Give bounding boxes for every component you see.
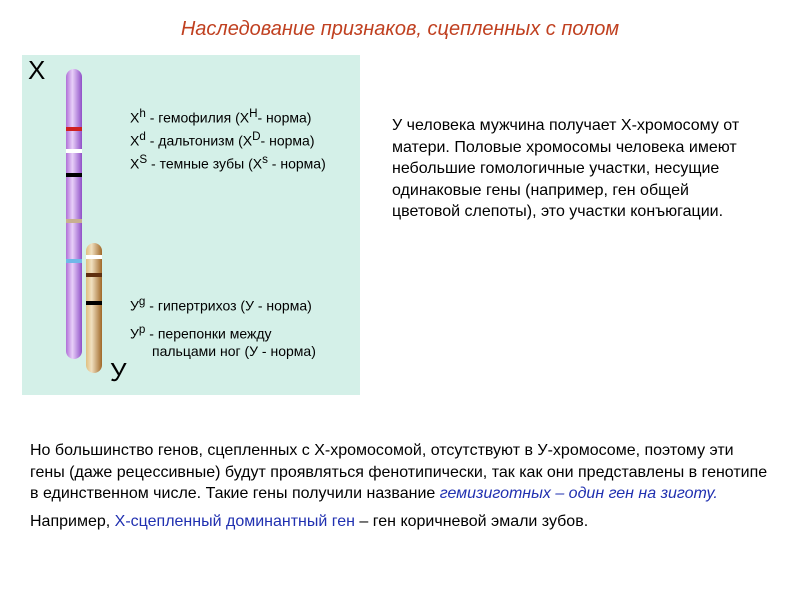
gene-label: пальцами ног (У - норма) [152,343,316,359]
gene-label: ХS - темные зубы (Хs - норма) [130,153,326,172]
y-band [86,255,102,259]
gene-label: Хd - дальтонизм (ХD- норма) [130,130,314,149]
y-band [86,301,102,305]
y-band [86,273,102,277]
x-chromosome [66,69,82,359]
chromosome-diagram: Х У Хh - гемофилия (ХH- норма) Хd - дальт… [22,55,360,395]
page-title: Наследование признаков, сцепленных с пол… [0,0,800,41]
gene-label: Уg - гипертрихоз (У - норма) [130,295,312,314]
x-band [66,127,82,131]
bottom-p2-pre: Например, [30,513,115,530]
x-band [66,219,82,223]
x-band [66,259,82,263]
y-chromosome [86,243,102,373]
x-chromosome-label: Х [28,55,45,86]
hemizygous-term: гемизиготных – один ген на зиготу. [440,485,718,502]
gene-label: Хh - гемофилия (ХH- норма) [130,107,311,126]
x-band [66,173,82,177]
gene-label: Уp - перепонки между [130,323,272,342]
x-linked-term: Х-сцепленный доминантный ген [115,513,355,530]
x-band [66,149,82,153]
right-paragraph: У человека мужчина получает Х-хромосому … [392,115,752,223]
bottom-paragraphs: Но большинство генов, сцепленных с Х-хро… [30,440,770,538]
bottom-p2-post: – ген коричневой эмали зубов. [355,513,588,530]
y-chromosome-label: У [110,357,127,388]
